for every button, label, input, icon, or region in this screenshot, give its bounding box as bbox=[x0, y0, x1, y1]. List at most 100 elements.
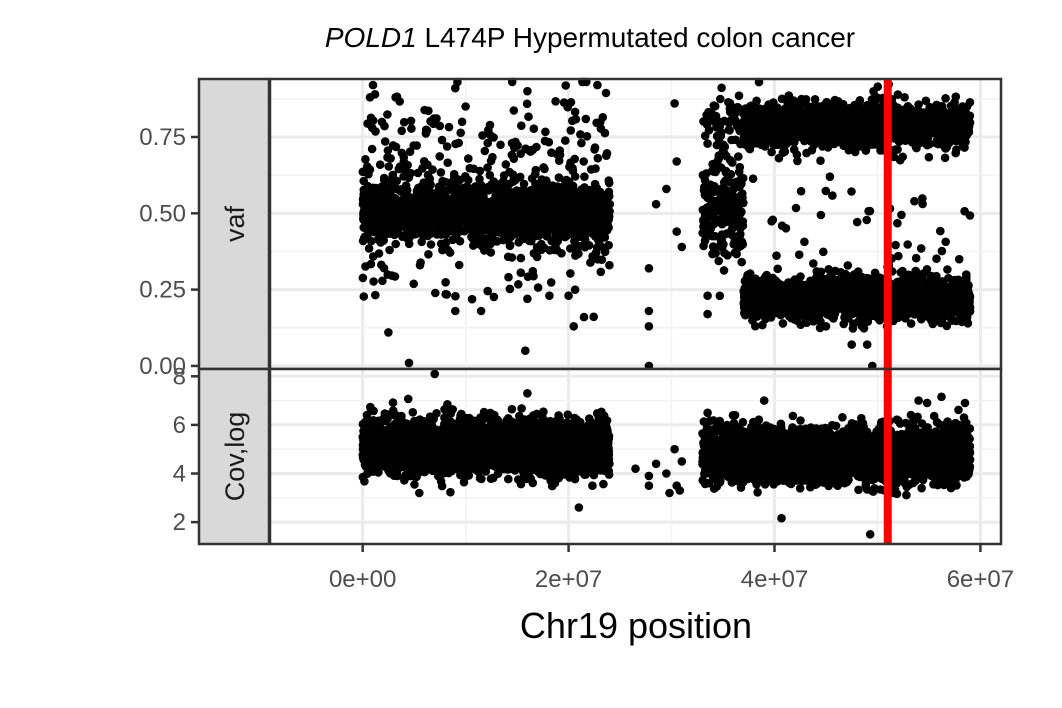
data-point bbox=[414, 189, 424, 198]
data-point bbox=[703, 139, 712, 148]
data-point bbox=[579, 157, 588, 166]
data-point bbox=[385, 245, 394, 255]
data-point bbox=[752, 96, 761, 106]
data-point bbox=[596, 267, 606, 277]
data-point bbox=[516, 253, 526, 263]
data-point bbox=[730, 248, 740, 257]
data-point bbox=[390, 194, 400, 204]
data-point bbox=[391, 142, 401, 152]
data-point bbox=[489, 292, 499, 302]
data-point bbox=[800, 313, 810, 322]
data-point bbox=[543, 199, 552, 208]
data-point bbox=[948, 101, 957, 110]
data-point bbox=[844, 105, 854, 115]
data-point bbox=[480, 222, 489, 232]
data-point bbox=[441, 278, 450, 287]
data-point bbox=[383, 110, 392, 119]
data-point bbox=[496, 140, 505, 150]
data-points bbox=[358, 77, 975, 371]
data-point bbox=[364, 169, 373, 179]
data-point bbox=[513, 141, 522, 150]
data-point bbox=[418, 164, 427, 173]
data-point bbox=[429, 219, 439, 228]
data-point bbox=[436, 168, 446, 177]
data-point bbox=[709, 219, 719, 229]
data-point bbox=[514, 238, 523, 247]
data-point bbox=[729, 192, 738, 201]
data-point bbox=[517, 209, 526, 219]
data-point bbox=[399, 117, 409, 127]
data-point bbox=[580, 172, 589, 181]
data-point bbox=[933, 117, 942, 126]
data-point bbox=[909, 127, 919, 137]
data-point bbox=[565, 195, 575, 204]
data-point bbox=[724, 215, 734, 224]
data-point bbox=[777, 94, 787, 104]
data-point bbox=[716, 94, 725, 104]
data-point bbox=[483, 286, 493, 296]
data-point bbox=[366, 236, 376, 246]
data-point bbox=[379, 263, 389, 273]
data-point bbox=[912, 136, 921, 146]
data-point bbox=[735, 220, 744, 229]
data-point bbox=[516, 268, 526, 278]
data-point bbox=[708, 159, 717, 169]
data-point bbox=[723, 207, 733, 217]
data-point bbox=[856, 132, 865, 142]
data-point bbox=[906, 104, 915, 113]
data-point bbox=[512, 198, 521, 207]
data-point bbox=[924, 152, 934, 162]
data-point bbox=[590, 225, 600, 235]
data-point bbox=[716, 163, 726, 172]
data-point bbox=[718, 146, 728, 156]
data-point bbox=[392, 176, 402, 186]
data-point bbox=[443, 158, 453, 167]
data-point bbox=[737, 179, 746, 189]
data-point bbox=[943, 118, 952, 127]
data-point bbox=[718, 190, 727, 199]
data-point bbox=[550, 245, 559, 255]
data-point bbox=[380, 137, 390, 146]
data-point bbox=[936, 305, 945, 315]
data-point bbox=[526, 201, 536, 210]
chart-title: POLD1 L474P Hypermutated colon cancer bbox=[325, 22, 855, 53]
data-point bbox=[925, 102, 934, 112]
data-point bbox=[371, 183, 381, 193]
data-point bbox=[707, 231, 716, 241]
data-point bbox=[833, 116, 843, 125]
data-point bbox=[461, 172, 470, 181]
data-point bbox=[421, 125, 431, 135]
data-point bbox=[743, 270, 752, 280]
data-point bbox=[549, 217, 559, 226]
data-point bbox=[406, 194, 416, 204]
data-point bbox=[723, 251, 732, 260]
data-point bbox=[447, 220, 457, 229]
data-point bbox=[873, 82, 883, 91]
data-point bbox=[532, 243, 542, 252]
data-point bbox=[421, 178, 431, 188]
data-point bbox=[455, 218, 465, 227]
data-point bbox=[870, 289, 880, 298]
data-point bbox=[562, 223, 572, 233]
data-point bbox=[584, 241, 594, 250]
data-point bbox=[842, 135, 851, 144]
data-point bbox=[581, 114, 591, 124]
data-point bbox=[399, 172, 408, 181]
data-point bbox=[467, 294, 477, 304]
data-point bbox=[444, 122, 454, 132]
data-point bbox=[588, 208, 598, 217]
data-point bbox=[571, 241, 580, 250]
data-point bbox=[539, 163, 548, 172]
data-point bbox=[960, 115, 969, 124]
data-point bbox=[383, 153, 392, 162]
data-point bbox=[505, 241, 515, 251]
data-point bbox=[868, 109, 877, 119]
data-point bbox=[401, 181, 411, 190]
data-point bbox=[358, 236, 368, 246]
data-point bbox=[505, 284, 515, 294]
data-point bbox=[431, 288, 440, 298]
data-point bbox=[475, 166, 485, 176]
data-point bbox=[891, 145, 900, 154]
data-point bbox=[806, 111, 815, 120]
data-point bbox=[813, 107, 823, 117]
